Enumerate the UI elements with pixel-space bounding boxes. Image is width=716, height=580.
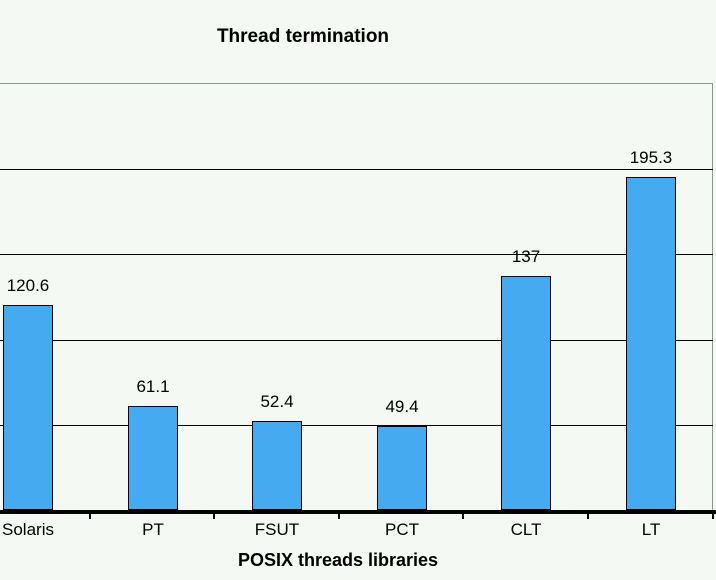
plot-border-top bbox=[0, 83, 713, 84]
bar-lt bbox=[626, 177, 676, 510]
value-label-pt: 61.1 bbox=[136, 377, 170, 396]
bar-pct bbox=[377, 426, 427, 510]
gridline-200 bbox=[0, 169, 713, 170]
x-axis-line bbox=[0, 510, 716, 514]
plot-border-right bbox=[712, 83, 713, 511]
x-axis-tick bbox=[213, 510, 215, 519]
gridline-50 bbox=[0, 425, 713, 426]
plot-area: 120.6 61.1 52.4 49.4 137 195.3 bbox=[0, 83, 716, 519]
gridline-150 bbox=[0, 254, 713, 255]
gridline-100 bbox=[0, 340, 713, 341]
x-axis-title: POSIX threads libraries bbox=[237, 550, 439, 570]
value-label-solaris: 120.6 bbox=[6, 276, 50, 295]
category-label-pct: PCT bbox=[385, 520, 419, 539]
chart-title: Thread termination bbox=[216, 26, 390, 47]
category-label-pt: PT bbox=[142, 520, 164, 539]
value-label-lt: 195.3 bbox=[629, 148, 673, 167]
bar-clt bbox=[501, 276, 551, 510]
category-label-lt: LT bbox=[641, 520, 661, 539]
x-axis-tick bbox=[89, 510, 91, 519]
category-label-solaris: Solaris bbox=[2, 520, 54, 539]
x-axis-tick bbox=[338, 510, 340, 519]
category-label-clt: CLT bbox=[510, 520, 542, 539]
bar-fsut bbox=[252, 421, 302, 510]
category-label-fsut: FSUT bbox=[254, 520, 300, 539]
value-label-pct: 49.4 bbox=[385, 397, 419, 416]
value-label-clt: 137 bbox=[511, 247, 541, 266]
x-axis-tick bbox=[712, 510, 714, 519]
value-label-fsut: 52.4 bbox=[260, 392, 294, 411]
bar-pt bbox=[128, 406, 178, 510]
x-axis-tick bbox=[462, 510, 464, 519]
bar-solaris bbox=[3, 305, 53, 510]
x-axis-tick bbox=[587, 510, 589, 519]
